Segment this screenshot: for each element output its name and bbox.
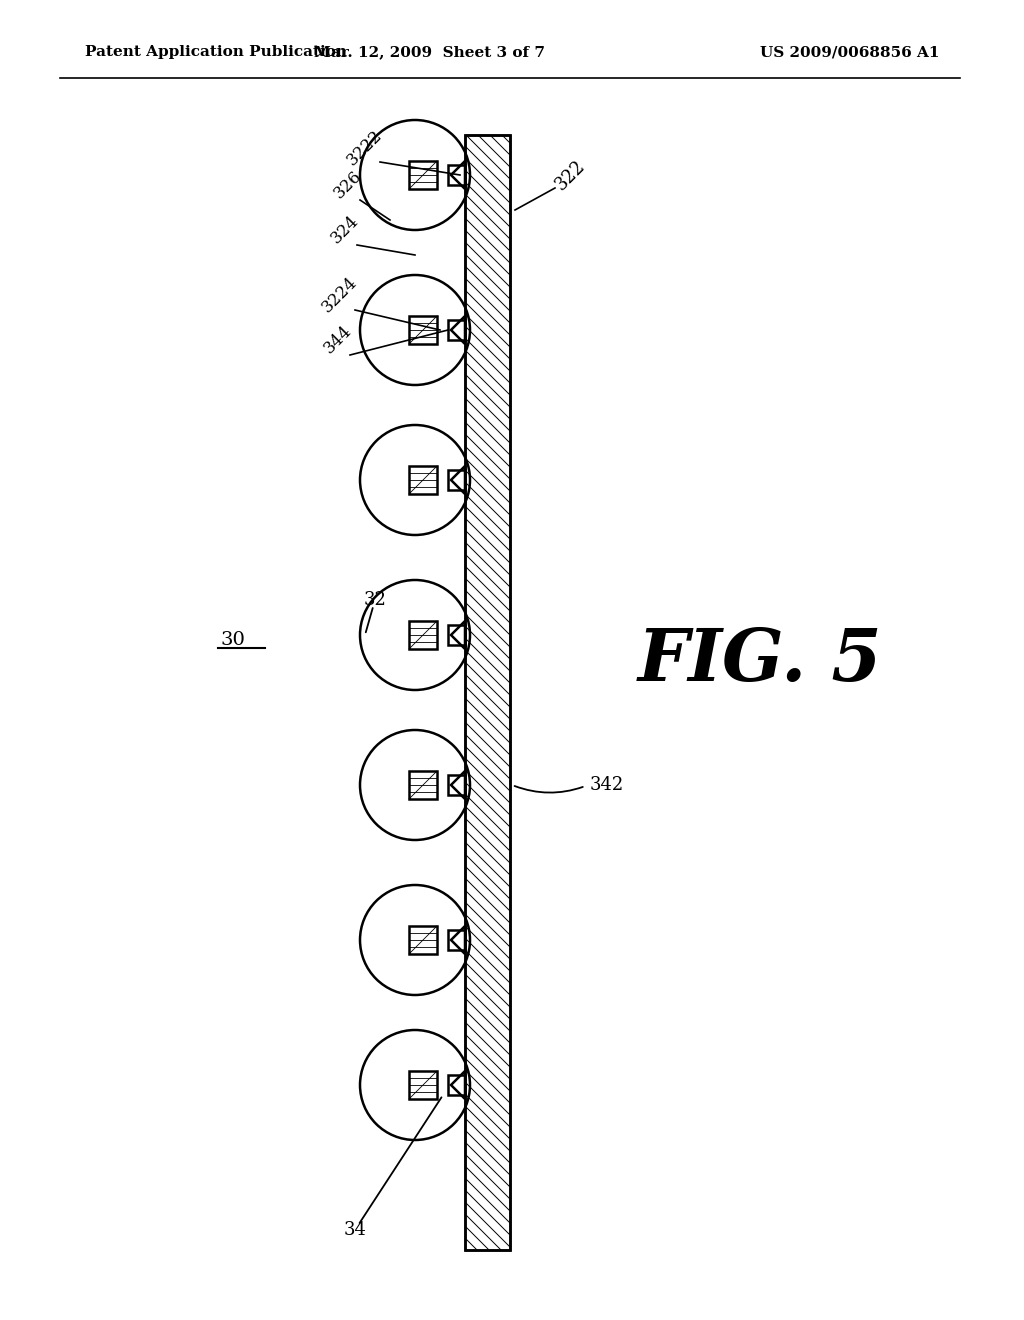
Text: 32: 32 [364, 591, 386, 609]
Text: 322: 322 [552, 157, 589, 194]
Bar [409, 315, 437, 345]
Bar [449, 1074, 465, 1096]
Text: Mar. 12, 2009  Sheet 3 of 7: Mar. 12, 2009 Sheet 3 of 7 [314, 45, 546, 59]
Text: US 2009/0068856 A1: US 2009/0068856 A1 [761, 45, 940, 59]
Text: 344: 344 [321, 322, 355, 358]
Bar [465, 135, 510, 1250]
Text: 34: 34 [344, 1221, 367, 1239]
Bar [449, 931, 465, 950]
Bar [409, 161, 437, 189]
Bar [409, 466, 437, 494]
Bar [465, 135, 510, 1250]
Text: FIG. 5: FIG. 5 [638, 624, 883, 696]
Bar [409, 1071, 437, 1100]
Bar [409, 771, 437, 799]
Text: 3222: 3222 [344, 127, 386, 169]
Text: 3224: 3224 [318, 275, 361, 315]
Bar [449, 775, 465, 795]
Bar [449, 319, 465, 341]
Text: 342: 342 [590, 776, 625, 795]
Text: 326: 326 [331, 168, 366, 202]
Bar [449, 624, 465, 645]
Text: Patent Application Publication: Patent Application Publication [85, 45, 347, 59]
Bar [449, 470, 465, 490]
Text: 30: 30 [220, 631, 245, 649]
Bar [449, 165, 465, 185]
Bar [409, 620, 437, 649]
Bar [409, 927, 437, 954]
Text: 324: 324 [328, 213, 362, 247]
